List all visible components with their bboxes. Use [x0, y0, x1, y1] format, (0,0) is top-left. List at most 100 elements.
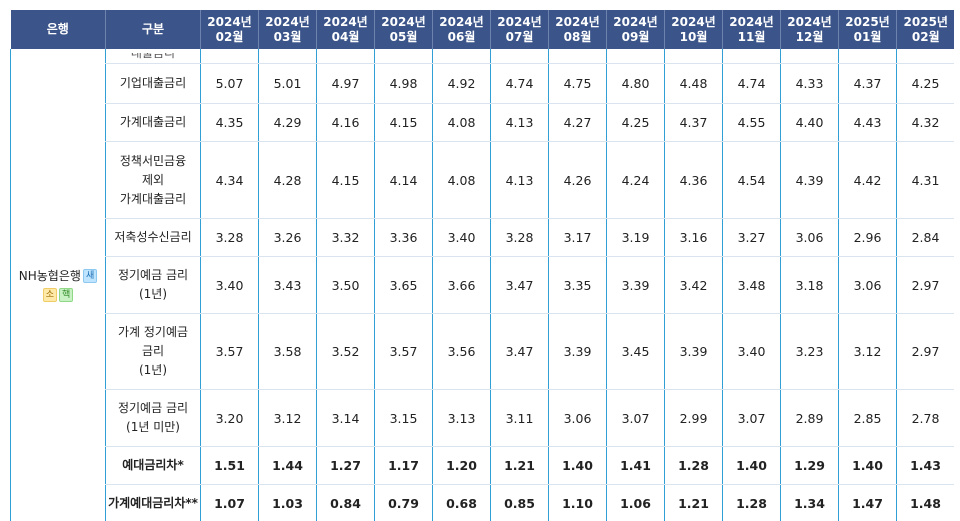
value-cell: 3.57	[374, 313, 433, 390]
value-cell: 3.45	[606, 313, 665, 390]
header-month-month: 08월	[563, 29, 592, 44]
header-month-year: 2024년	[497, 14, 542, 29]
value-cell: 4.74	[490, 63, 549, 104]
row-label-text: 가계예대금리차**	[108, 496, 198, 510]
row-label-text: (1년)	[138, 287, 168, 301]
header-month-month: 09월	[621, 29, 650, 44]
value-cell: 2.78	[896, 389, 954, 447]
value-cell: 4.28	[258, 141, 317, 219]
value-cell: 1.03	[258, 484, 317, 521]
value-cell: 4.27	[548, 103, 607, 142]
value-cell: 4.80	[606, 63, 665, 104]
small-business-badge[interactable]: 소	[42, 288, 57, 302]
value-cell: 0.68	[432, 484, 491, 521]
value-cell: 4.55	[722, 103, 781, 142]
core-badge[interactable]: 핵	[59, 288, 74, 302]
value-cell: 3.23	[780, 313, 839, 390]
new-badge[interactable]: 새	[82, 269, 98, 283]
value-cell: 1.06	[606, 484, 665, 521]
value-cell: 3.48	[722, 256, 781, 314]
value-cell: 1.20	[432, 446, 491, 485]
value-cell: 1.41	[606, 446, 665, 485]
header-bank: 은행	[10, 10, 106, 49]
header-category: 구분	[105, 10, 201, 49]
value-cell: 3.12	[258, 389, 317, 447]
value-cell: 0.84	[316, 484, 375, 521]
value-cell: 1.21	[664, 484, 723, 521]
row-label-text: 정기예금 금리	[117, 268, 189, 282]
value-cell: 3.13	[432, 389, 491, 447]
header-month-month: 02월	[215, 29, 244, 44]
value-cell: 3.39	[606, 256, 665, 314]
value-cell: 3.07	[722, 389, 781, 447]
value-cell: 4.31	[896, 141, 954, 219]
header-month-year: 2025년	[845, 14, 890, 29]
value-cell: 3.12	[838, 313, 897, 390]
value-cell: 3.07	[606, 389, 665, 447]
value-cell: 4.15	[374, 103, 433, 142]
row-label: 정책서민금융 제외 가계대출금리	[105, 141, 201, 219]
value-cell: 3.65	[374, 256, 433, 314]
value-cell: 1.48	[896, 484, 954, 521]
value-cell: 3.20	[200, 389, 259, 447]
value-cell: 3.40	[200, 256, 259, 314]
row-label: 저축성수신금리	[105, 218, 201, 257]
row-label: 기업대출금리	[105, 63, 201, 104]
bank-name: NH농협은행	[18, 268, 81, 283]
value-cell	[896, 49, 954, 64]
value-cell: 3.58	[258, 313, 317, 390]
row-label-text: (1년 미만)	[126, 420, 180, 434]
value-cell: 1.43	[896, 446, 954, 485]
value-cell: 4.35	[200, 103, 259, 142]
row-label: 예대금리차*	[105, 446, 201, 485]
value-cell: 3.40	[432, 218, 491, 257]
row-label-text: 가계 정기예금	[117, 325, 189, 339]
header-month: 2024년 08월	[548, 10, 607, 49]
value-cell: 1.27	[316, 446, 375, 485]
value-cell: 4.43	[838, 103, 897, 142]
value-cell: 4.13	[490, 141, 549, 219]
header-month: 2025년 01월	[838, 10, 897, 49]
header-month: 2024년 03월	[258, 10, 317, 49]
table-row: 정기예금 금리 (1년 미만) 3.20 3.12 3.14 3.15 3.13 3.11 3.…	[11, 389, 954, 447]
value-cell: 3.52	[316, 313, 375, 390]
value-cell: 1.51	[200, 446, 259, 485]
value-cell: 3.26	[258, 218, 317, 257]
table-row: 기업대출금리 5.07 5.01 4.97 4.98 4.92 4.74 4.75 4.80 4.…	[11, 63, 954, 104]
value-cell: 3.47	[490, 256, 549, 314]
table-row: 저축성수신금리 3.28 3.26 3.32 3.36 3.40 3.28 3.17 3.19 3…	[11, 218, 954, 257]
value-cell: 4.24	[606, 141, 665, 219]
value-cell: 3.17	[548, 218, 607, 257]
header-month-month: 03월	[273, 29, 302, 44]
value-cell: 3.66	[432, 256, 491, 314]
value-cell: 4.16	[316, 103, 375, 142]
value-cell: 2.85	[838, 389, 897, 447]
value-cell	[780, 49, 839, 64]
header-month: 2024년 05월	[374, 10, 433, 49]
value-cell: 4.75	[548, 63, 607, 104]
header-month-year: 2024년	[729, 14, 774, 29]
value-cell: 0.79	[374, 484, 433, 521]
table-row: 가계대출금리 4.35 4.29 4.16 4.15 4.08 4.13 4.27 4.25 4.…	[11, 103, 954, 142]
header-month-month: 02월	[911, 29, 940, 44]
header-month: 2024년 10월	[664, 10, 723, 49]
value-cell: 4.29	[258, 103, 317, 142]
value-cell: 1.28	[722, 484, 781, 521]
row-label: 정기예금 금리 (1년 미만)	[105, 389, 201, 447]
value-cell: 1.21	[490, 446, 549, 485]
header-month-month: 11월	[737, 29, 766, 44]
value-cell: 4.37	[838, 63, 897, 104]
value-cell: 4.98	[374, 63, 433, 104]
value-cell	[664, 49, 723, 64]
row-label-text: 대출금리	[130, 52, 176, 60]
value-cell: 4.08	[432, 141, 491, 219]
value-cell	[374, 49, 433, 64]
value-cell: 2.89	[780, 389, 839, 447]
value-cell: 4.25	[606, 103, 665, 142]
header-month-year: 2024년	[555, 14, 600, 29]
value-cell: 0.85	[490, 484, 549, 521]
table-row: 가계예대금리차** 1.07 1.03 0.84 0.79 0.68 0.85 1.10 1.0…	[11, 484, 954, 521]
value-cell: 3.47	[490, 313, 549, 390]
value-cell: 3.39	[664, 313, 723, 390]
